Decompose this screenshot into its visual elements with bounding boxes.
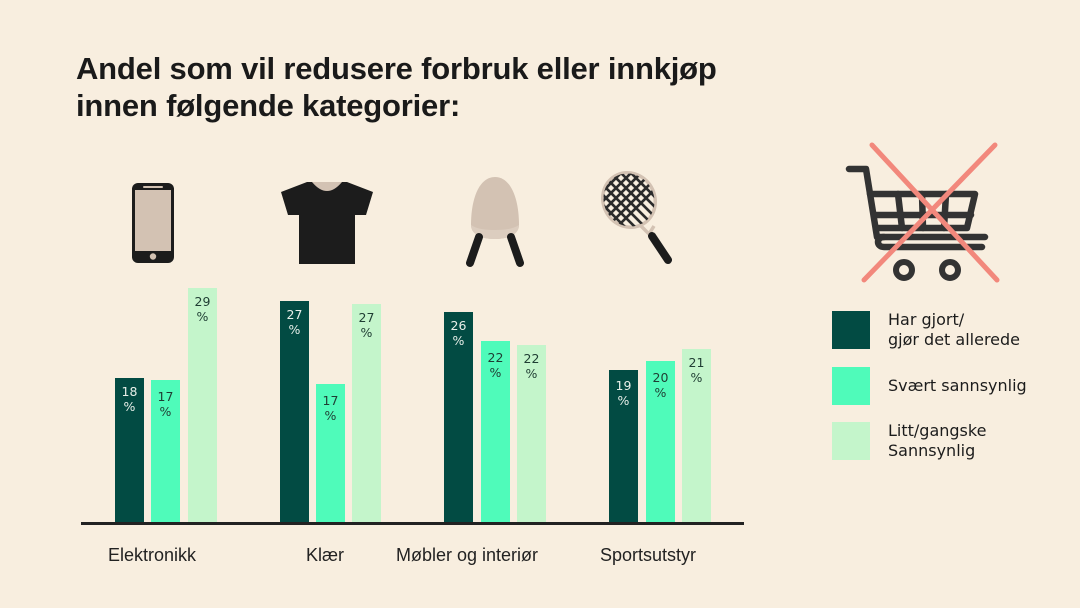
bar-klaer-har-gjort: 27%: [280, 301, 309, 524]
bar-elektronikk-har-gjort: 18%: [115, 378, 144, 524]
chart-title-line-1: Andel som vil redusere forbruk eller inn…: [76, 51, 717, 86]
bar-value-label: 17%: [322, 393, 339, 423]
legend-swatch-dark: [832, 311, 870, 349]
bar-elektronikk-litt: 29%: [188, 288, 217, 524]
category-label-mobler: Møbler og interiør: [396, 545, 539, 565]
legend-label: Har gjort/ gjør det allerede: [888, 310, 1021, 349]
chart-title: Andel som vil redusere forbruk eller inn…: [76, 50, 717, 124]
chair-icon: [466, 177, 524, 267]
crossed-shopping-cart-icon: [845, 142, 1000, 283]
chart-title-line-2: innen følgende kategorier:: [76, 88, 461, 123]
category-label-sportsutstyr: Sportsutstyr: [600, 545, 697, 565]
category-label-klaer: Klær: [306, 545, 345, 565]
bar-mobler-har-gjort: 26%: [444, 312, 473, 524]
bar-value-label: 17%: [157, 389, 174, 419]
bar-value-label: 19%: [615, 378, 632, 408]
bar-mobler-litt: 22%: [517, 345, 546, 524]
bar-sport-litt: 21%: [682, 349, 711, 524]
smartphone-icon: [132, 183, 174, 263]
bar-value-label: 26%: [450, 318, 467, 348]
legend-swatch-mid: [832, 367, 870, 405]
legend-label: Svært sannsynlig: [888, 376, 1027, 395]
legend-swatch-light: [832, 422, 870, 460]
bar-sport-har-gjort: 19%: [609, 370, 638, 524]
bar-value-label: 22%: [487, 350, 504, 380]
bar-value-label: 29%: [194, 294, 211, 324]
tennis-racket-icon: [596, 168, 672, 264]
legend-label: Litt/gangske Sannsynlig: [888, 421, 987, 460]
bar-mobler-svaert: 22%: [481, 341, 510, 524]
bar-klaer-litt: 27%: [352, 304, 381, 524]
x-axis-baseline: [81, 522, 744, 525]
bar-value-label: 20%: [652, 370, 669, 400]
bar-sport-svaert: 20%: [646, 361, 675, 524]
tshirt-icon: [281, 182, 373, 264]
category-label-elektronikk: Elektronikk: [108, 545, 197, 565]
bar-value-label: 27%: [358, 310, 375, 340]
bar-value-label: 22%: [523, 351, 540, 381]
bar-elektronikk-svaert: 17%: [151, 380, 180, 524]
bar-value-label: 27%: [286, 307, 303, 337]
bar-value-label: 21%: [688, 355, 705, 385]
bar-klaer-svaert: 17%: [316, 384, 345, 524]
bar-value-label: 18%: [121, 384, 138, 414]
